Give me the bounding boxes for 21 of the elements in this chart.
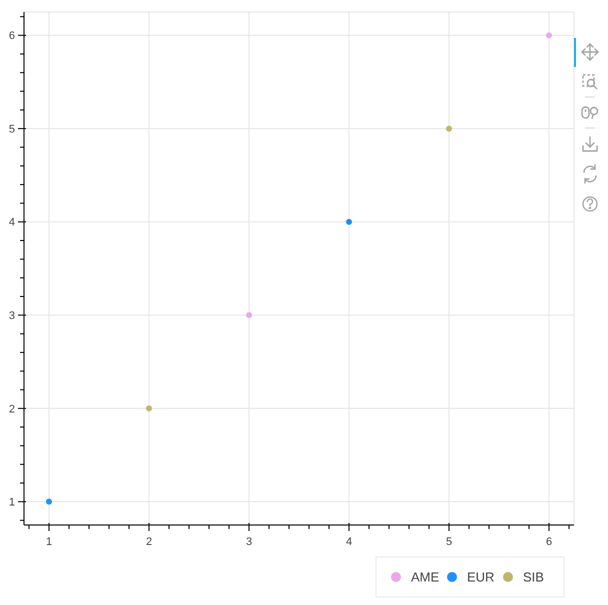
point [446, 126, 452, 132]
legend-label: EUR [467, 570, 494, 585]
legend-label: AME [411, 570, 440, 585]
point [246, 312, 252, 318]
x-tick-label: 3 [246, 536, 252, 548]
x-tick-label: 4 [346, 536, 352, 548]
point [546, 32, 552, 38]
legend-label: SIB [523, 570, 544, 585]
point [346, 218, 352, 225]
y-tick-label: 5 [8, 123, 15, 136]
x-tick-label: 6 [546, 536, 552, 548]
x-tick-label: 5 [446, 536, 452, 548]
x-tick-label: 2 [146, 536, 152, 548]
point [46, 498, 52, 505]
x-tick-label: 1 [46, 536, 52, 548]
y-tick-label: 4 [8, 216, 15, 229]
y-tick-label: 6 [8, 30, 15, 42]
point [146, 405, 152, 412]
y-tick-label: 1 [8, 496, 15, 509]
y-tick-label: 3 [8, 310, 15, 322]
y-tick-label: 2 [8, 403, 15, 416]
